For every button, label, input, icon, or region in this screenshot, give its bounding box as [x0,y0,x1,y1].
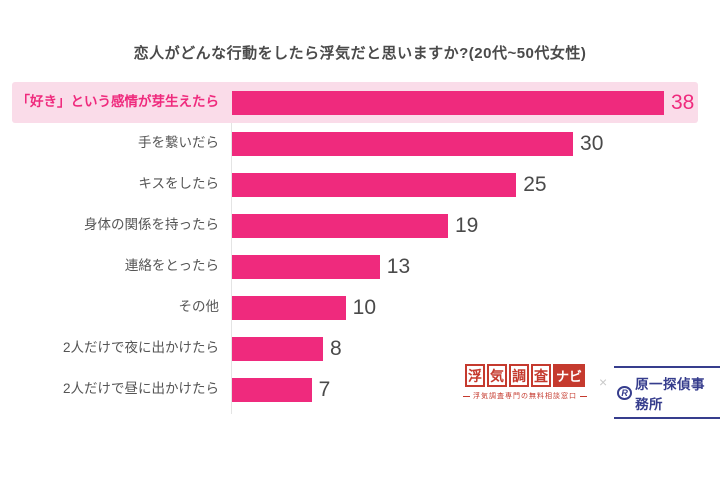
bar [232,254,380,279]
logo-kanji-box: 調 [508,364,529,387]
bar [232,336,323,361]
logo-boxed-chars: 浮気調査ナビ [464,364,585,387]
logo-kanji-box: 浮 [464,364,485,387]
category-label: 2人だけで夜に出かけたら [62,340,219,356]
uwaki-chousa-navi-logo: 浮気調査ナビ 浮気調査専門の無料相談窓口 [460,364,590,401]
value-label: 25 [523,173,547,196]
bar [232,131,574,156]
cross-separator: × [599,374,608,390]
category-label: キスをしたら [138,176,219,192]
footer-logos: 浮気調査ナビ 浮気調査専門の無料相談窓口 × R 原一探偵事務所 [460,364,720,419]
value-label: 38 [671,91,695,114]
bar [232,213,448,238]
value-label: 13 [386,255,411,278]
bar [232,295,346,320]
logo-tagline: 浮気調査専門の無料相談窓口 [460,391,590,401]
value-label: 7 [318,378,331,401]
value-label: 30 [580,132,604,155]
haraichi-logo-text: 原一探偵事務所 [635,377,706,412]
chart-row: 2人だけで夜に出かけたら 8 [12,328,698,369]
haraichi-detective-logo: R 原一探偵事務所 [614,366,720,419]
logo-kanji-box: 査 [530,364,551,387]
chart-row: 連絡をとったら 13 [12,246,698,287]
haraichi-emblem-icon: R [617,386,633,400]
category-label: その他 [178,299,220,315]
bar-track: 38 [232,90,698,115]
chart-rows: 「好き」という感情が芽生えたら 38 手を繋いだら 30 キスをしたら 25 身体の関係を持… [12,82,698,410]
bar [232,172,517,197]
chart-row: 2人だけで昼に出かけたら 7 [12,369,698,410]
chart-row: 手を繋いだら 30 [12,123,698,164]
bar-track: 19 [232,213,698,238]
logo-navi-box: ナビ [552,364,585,387]
value-label: 19 [455,214,479,237]
category-label: 「好き」という感情が芽生えたら [16,94,220,110]
bar-track: 30 [232,131,698,156]
category-label: 身体の関係を持ったら [84,217,219,233]
category-label: 連絡をとったら [124,258,219,274]
logo-kanji-box: 気 [486,364,507,387]
chart-row: 「好き」という感情が芽生えたら 38 [12,82,698,123]
bar-track: 10 [232,295,698,320]
category-label: 2人だけで昼に出かけたら [62,381,219,397]
bar-track: 13 [232,254,698,279]
bar-track: 25 [232,172,698,197]
bar-track: 8 [232,336,698,361]
value-label: 8 [329,337,342,360]
bar [232,90,664,115]
value-label: 10 [352,296,377,319]
chart-row: 身体の関係を持ったら 19 [12,205,698,246]
category-label: 手を繋いだら [138,135,219,151]
bar-track: 7 [232,377,698,402]
chart-row: その他 10 [12,287,698,328]
bar [232,377,312,402]
bar-chart: 「好き」という感情が芽生えたら 38 手を繋いだら 30 キスをしたら 25 身体の関係を持… [12,82,698,414]
chart-row: キスをしたら 25 [12,164,698,205]
chart-title: 恋人がどんな行動をしたら浮気だと思いますか?(20代~50代女性) [133,45,587,62]
